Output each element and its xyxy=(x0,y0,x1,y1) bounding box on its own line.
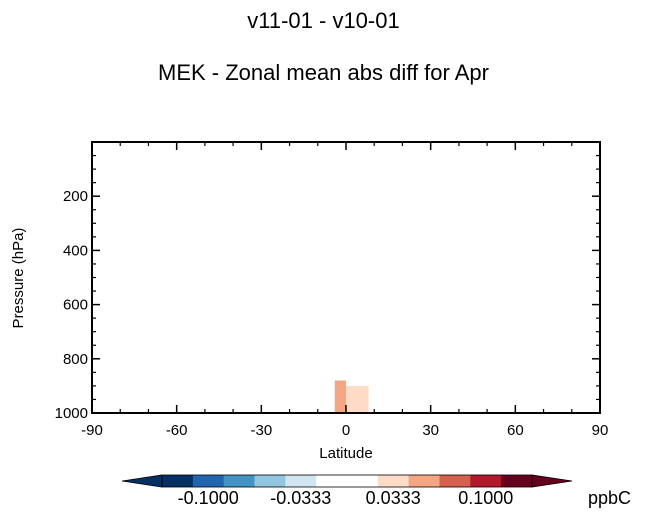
colorbar-tick-label: -0.0333 xyxy=(270,488,331,508)
colorbar-tick-label: 0.0333 xyxy=(366,488,421,508)
colorbar-segment-10 xyxy=(470,475,502,487)
y-tick-label: 200 xyxy=(63,188,88,205)
y-axis-label: Pressure (hPa) xyxy=(10,228,27,329)
colorbar xyxy=(121,474,573,488)
plot-frame xyxy=(91,141,601,414)
chart-subtitle: MEK - Zonal mean abs diff for Apr xyxy=(158,60,489,85)
colorbar-segment-1 xyxy=(192,475,225,487)
y-tick-label: 800 xyxy=(63,351,88,368)
heatmap-cells xyxy=(334,380,369,413)
y-tick-label: 400 xyxy=(63,242,88,259)
colorbar-segment-4 xyxy=(285,475,317,487)
x-tick-label: 0 xyxy=(342,422,350,439)
x-tick-label: 90 xyxy=(592,422,609,439)
x-tick-label: 60 xyxy=(507,422,524,439)
colorbar-segment-0 xyxy=(162,475,194,487)
x-tick-label: -60 xyxy=(166,422,188,439)
colorbar-unit: ppbC xyxy=(588,488,631,508)
colorbar-segment-3 xyxy=(254,475,286,487)
x-tick-label: -90 xyxy=(81,422,103,439)
plot-border xyxy=(91,141,601,414)
heatmap-cell-0 xyxy=(334,380,346,413)
colorbar-tick-label: 0.1000 xyxy=(458,488,513,508)
chart-title: v11-01 - v10-01 xyxy=(247,8,400,33)
colorbar-tick-label: -0.1000 xyxy=(178,488,239,508)
x-tick-label: 30 xyxy=(422,422,439,439)
x-axis-label: Latitude xyxy=(319,445,372,462)
y-tick-label: 600 xyxy=(63,297,88,314)
heatmap-cell-1 xyxy=(346,385,369,413)
colorbar-arrow-left xyxy=(121,474,163,488)
colorbar-segment-2 xyxy=(223,475,255,487)
colorbar-segment-6 xyxy=(347,475,379,487)
colorbar-labels: -0.1000 -0.0333 0.0333 0.1000 ppbC xyxy=(178,488,631,508)
y-tick-label: 1000 xyxy=(55,405,88,422)
colorbar-segment-11 xyxy=(501,475,533,487)
x-tick-label: -30 xyxy=(250,422,272,439)
colorbar-segment-8 xyxy=(408,475,440,487)
axis-ticks: -90 -60 -30 0 30 60 90 200 400 600 800 1000 xyxy=(55,142,609,439)
colorbar-segment-7 xyxy=(377,475,410,487)
colorbar-arrow-right xyxy=(531,474,573,488)
colorbar-border xyxy=(161,474,533,488)
colorbar-segment-5 xyxy=(316,475,348,487)
colorbar-segment-9 xyxy=(439,475,471,487)
